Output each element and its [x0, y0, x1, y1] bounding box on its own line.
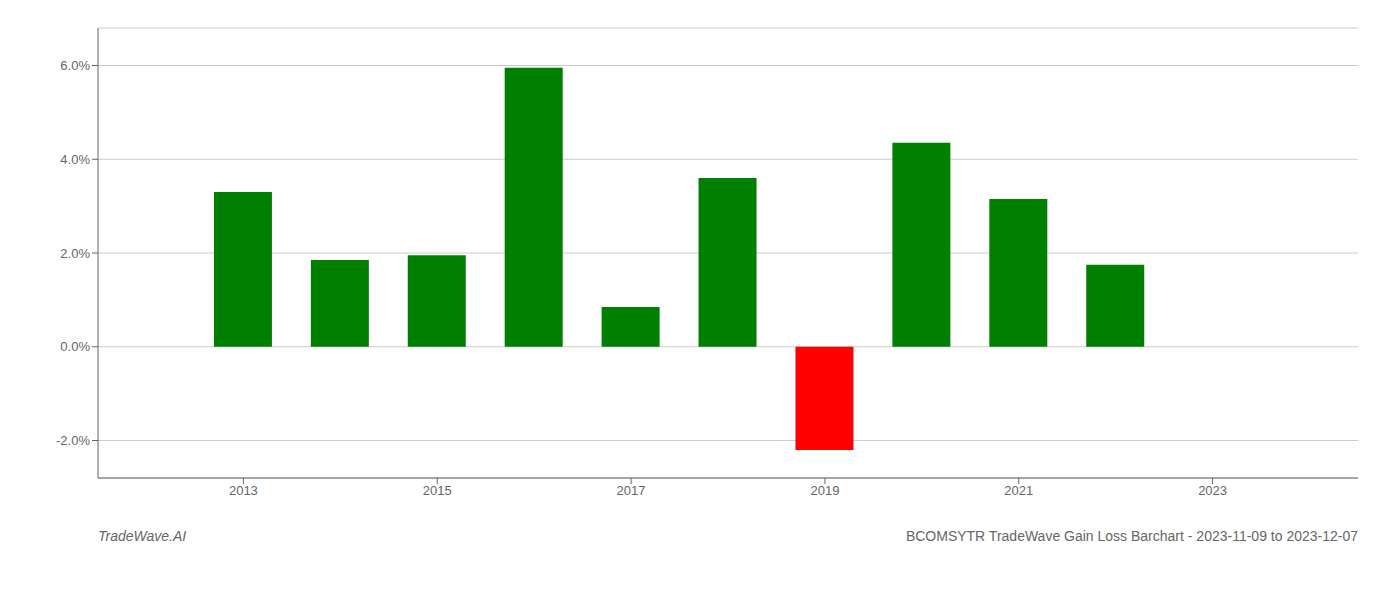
html-text:TradeWave.AI: TradeWave.AI: [98, 528, 187, 544]
svg-text:6.0%: 6.0%: [60, 58, 90, 73]
svg-text:2021: 2021: [1004, 483, 1033, 498]
svg-text:4.0%: 4.0%: [60, 152, 90, 167]
svg-text:-2.0%: -2.0%: [56, 433, 90, 448]
svg-text:0.0%: 0.0%: [60, 339, 90, 354]
html-text:BCOMSYTR TradeWave Gain Loss B: BCOMSYTR TradeWave Gain Loss Barchart - …: [905, 528, 1358, 544]
svg-text:2015: 2015: [423, 483, 452, 498]
svg-text:2.0%: 2.0%: [60, 246, 90, 261]
svg-text:2023: 2023: [1198, 483, 1227, 498]
svg-text:2013: 2013: [229, 483, 258, 498]
svg-text:2017: 2017: [617, 483, 646, 498]
svg-text:2019: 2019: [810, 483, 839, 498]
